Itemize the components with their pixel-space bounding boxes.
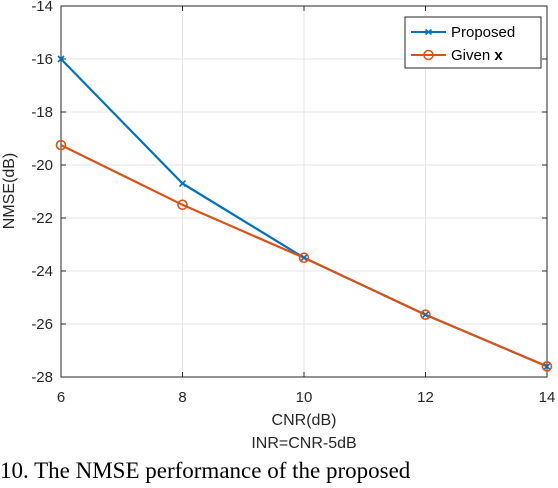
series-point-0 (178, 179, 187, 188)
x-tick-label: 10 (296, 389, 313, 406)
series-point-1 (541, 361, 553, 372)
x-ticks: 6 8 10 12 14 (57, 6, 556, 406)
series-point-0 (57, 55, 65, 63)
legend: Proposed Given x (404, 16, 542, 69)
series-point-1 (420, 309, 431, 321)
legend-label-given-x-text: Given (451, 47, 494, 64)
x-tick-label: 6 (57, 389, 65, 406)
x-tick-label: 8 (178, 389, 186, 406)
series-layer (55, 55, 553, 372)
x-tick-label: 14 (539, 389, 556, 406)
series-point-1 (177, 199, 188, 211)
legend-marker-proposed (424, 28, 433, 36)
series-point-1 (55, 139, 67, 151)
y-ticks: -28 -26 -24 -22 -20 -18 -16 -14 (31, 0, 547, 386)
x-tick-label: 12 (417, 389, 434, 406)
y-tick-label: -28 (31, 369, 53, 386)
y-tick-label: -14 (31, 0, 53, 15)
series-point-0 (300, 254, 308, 262)
series-point-0 (421, 311, 430, 319)
legend-label-given-x-bold: x (494, 47, 503, 64)
y-axis-label: NMSE(dB) (1, 153, 18, 229)
x-axis-sublabel: INR=CNR-5dB (251, 435, 356, 452)
x-axis-label: CNR(dB) (272, 412, 337, 429)
y-tick-label: -20 (31, 157, 53, 174)
nmse-chart: 6 8 10 12 14 -28 -26 -24 -22 -20 -18 -16 -14 CNR(dB… (1, 0, 556, 452)
y-tick-label: -26 (31, 316, 53, 333)
series-point-0 (543, 362, 551, 370)
series-point-1 (298, 252, 310, 264)
y-tick-label: -16 (31, 51, 53, 68)
y-tick-label: -22 (31, 210, 53, 227)
y-tick-label: -18 (31, 104, 53, 121)
figure-caption: 10. The NMSE performance of the proposed (0, 458, 411, 483)
legend-label-proposed: Proposed (451, 24, 515, 41)
legend-marker-given-x (423, 49, 434, 61)
legend-label-given-x: Given x (451, 47, 503, 64)
y-tick-label: -24 (31, 263, 53, 280)
